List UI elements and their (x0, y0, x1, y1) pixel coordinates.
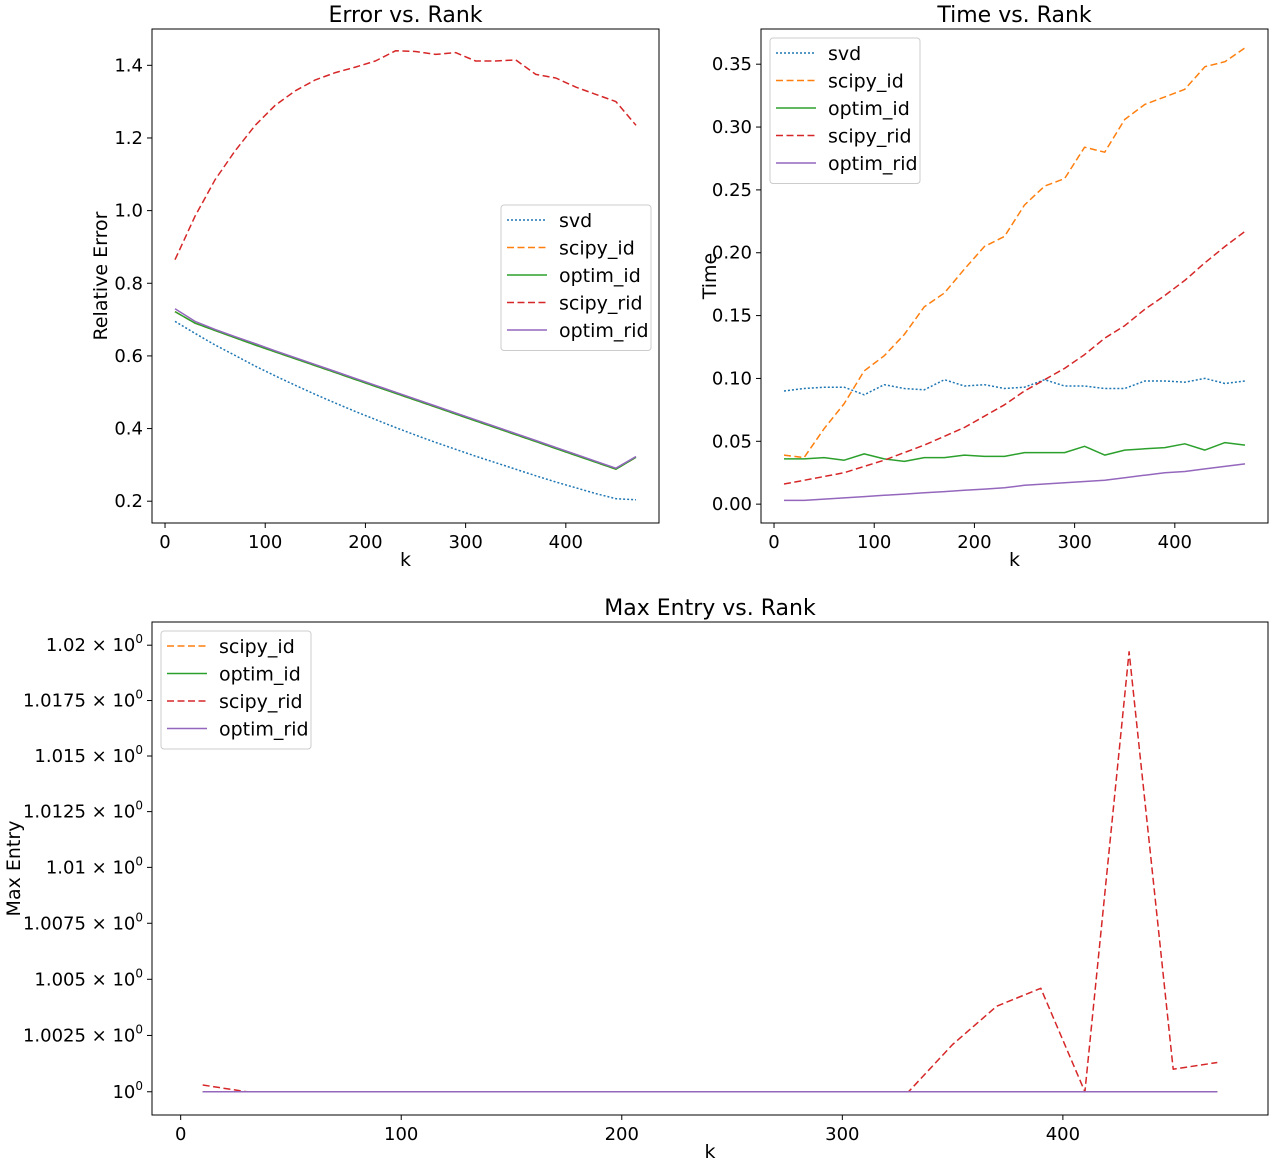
y-tick-label: 1.015 × 100 (34, 743, 143, 767)
legend-label: optim_id (219, 664, 301, 686)
y-tick-label: 0.30 (712, 117, 752, 138)
y-axis-label: Time (699, 253, 721, 301)
y-tick-label: 1.0175 × 100 (23, 688, 143, 712)
y-tick-label: 1.0 (114, 201, 143, 222)
y-tick-label: 1.4 (114, 55, 143, 76)
x-tick-label: 400 (1046, 1124, 1080, 1145)
legend-frame (160, 630, 312, 750)
legend-label: optim_id (828, 98, 910, 120)
x-axis-label: k (1009, 549, 1020, 571)
legend-label: scipy_id (559, 238, 635, 260)
series-layer (174, 50, 637, 501)
chart-title: Max Entry vs. Rank (604, 596, 816, 621)
y-axis-label: Relative Error (90, 211, 112, 340)
y-tick-label: 1.0025 × 100 (23, 1022, 143, 1046)
legend-frame (500, 204, 652, 351)
y-tick-label: 0.00 (712, 494, 752, 515)
legend-label: svd (828, 43, 861, 65)
y-tick-label: 1.01 × 100 (46, 854, 143, 878)
x-tick-label: 300 (1057, 532, 1091, 553)
y-tick-label: 100 (112, 1079, 143, 1103)
series-layer (783, 47, 1246, 502)
y-tick-label: 0.6 (114, 346, 143, 367)
legend-label: optim_rid (828, 153, 918, 175)
axes-frame (151, 621, 1269, 1116)
series-line-optim-rid (174, 308, 637, 469)
legend-frame (769, 37, 921, 184)
y-tick-label: 0.8 (114, 273, 143, 294)
series-line-scipy-rid (783, 230, 1246, 485)
x-tick-label: 300 (448, 532, 482, 553)
y-tick-label: 1.0125 × 100 (23, 799, 143, 823)
y-tick-label: 0.4 (114, 419, 143, 440)
time-vs-rank-chart: Time vs. Rank 0 100 200 300 400 0.00 0.05 0.10 0.… (699, 3, 1269, 571)
legend: svd scipy_id optim_id scipy_rid optim_rid (769, 37, 921, 184)
chart-title: Time vs. Rank (936, 3, 1092, 28)
legend-label: scipy_rid (828, 126, 912, 148)
x-tick-label: 300 (825, 1124, 859, 1145)
legend-label: scipy_id (219, 636, 295, 658)
y-tick-label: 0.15 (712, 306, 752, 327)
x-axis-label: k (704, 1141, 715, 1163)
series-line-svd (174, 320, 637, 501)
series-line-optim-rid (784, 463, 1246, 502)
plot-area (152, 622, 1268, 1115)
legend-label: scipy_rid (219, 691, 303, 713)
y-tick-label: 1.005 × 100 (34, 966, 143, 990)
y-tick-label: 0.05 (712, 431, 752, 452)
legend-label: scipy_rid (559, 293, 643, 315)
axes-frame (760, 28, 1269, 524)
legend-label: scipy_id (828, 71, 904, 93)
x-tick-label: 400 (1158, 532, 1192, 553)
legend-label: optim_id (559, 265, 641, 287)
y-tick-label: 0.2 (114, 491, 143, 512)
error-vs-rank-chart: Error vs. Rank 0 100 200 300 400 0.2 0.4 0.6 0.8 1… (90, 3, 660, 571)
y-tick-label: 1.0075 × 100 (23, 910, 143, 934)
y-tick-label: 0.10 (712, 368, 752, 389)
y-axis-label: Max Entry (3, 821, 25, 917)
x-tick-label: 200 (957, 532, 991, 553)
x-axis-label: k (400, 549, 411, 571)
x-tick-label: 100 (384, 1124, 418, 1145)
y-tick-label: 0.25 (712, 180, 752, 201)
series-line-optim-id (174, 310, 637, 470)
y-tick-label: 0.35 (712, 54, 752, 75)
max-entry-vs-rank-chart: Max Entry vs. Rank 0 100 200 300 400 100 1.0025… (3, 596, 1269, 1163)
y-tick-label: 0.20 (712, 243, 752, 264)
x-tick-label: 0 (768, 532, 779, 553)
y-tick-label: 1.2 (114, 128, 143, 149)
legend-label: svd (559, 210, 592, 232)
axes-frame (151, 28, 660, 524)
chart-title: Error vs. Rank (328, 3, 482, 28)
x-tick-label: 0 (159, 532, 170, 553)
series-line-svd (783, 377, 1246, 396)
x-tick-label: 100 (857, 532, 891, 553)
legend-label: optim_rid (559, 320, 649, 342)
legend-label: optim_rid (219, 719, 309, 741)
series-line-optim-id (784, 441, 1246, 463)
x-tick-label: 200 (348, 532, 382, 553)
x-tick-label: 200 (605, 1124, 639, 1145)
y-tick-label: 1.02 × 100 (46, 632, 143, 656)
legend: scipy_id optim_id scipy_rid optim_rid (160, 630, 312, 750)
series-line-scipy-rid (174, 50, 637, 261)
x-tick-label: 100 (248, 532, 282, 553)
series-line-scipy-id (783, 47, 1246, 459)
x-tick-label: 0 (175, 1124, 186, 1145)
legend: svd scipy_id optim_id scipy_rid optim_rid (500, 204, 652, 351)
x-tick-label: 400 (549, 532, 583, 553)
series-layer (202, 651, 1218, 1093)
